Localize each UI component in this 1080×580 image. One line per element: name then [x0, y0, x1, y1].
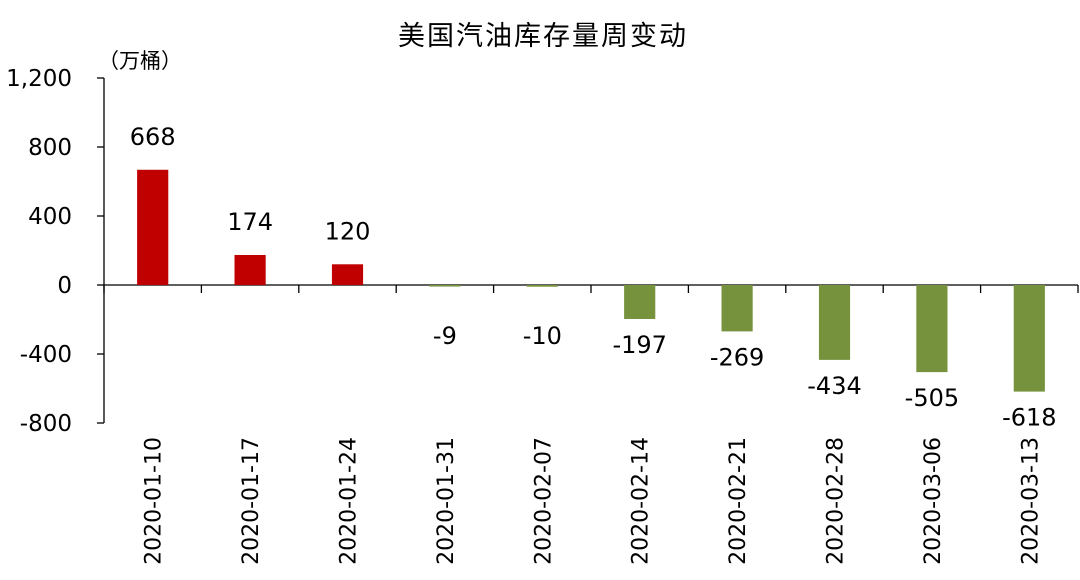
x-tick-label: 2020-01-17	[239, 437, 264, 565]
bar-2020-03-06	[916, 285, 948, 373]
axes	[97, 77, 1079, 424]
bar-2020-03-13	[1013, 285, 1045, 392]
bars	[137, 169, 1045, 392]
x-tick-labels: 2020-01-10 2020-01-17 2020-01-24 2020-01-31…	[142, 437, 1044, 565]
y-tick-label: -400	[20, 342, 72, 368]
data-label: -269	[710, 343, 764, 371]
bar-2020-02-07	[526, 285, 558, 287]
x-tick-label: 2020-01-24	[337, 437, 362, 565]
data-label: -197	[612, 331, 666, 359]
bar-2020-02-14	[624, 285, 656, 319]
y-tick-labels: 1,200 800 400 0 -400 -800	[6, 66, 72, 437]
x-tick-label: 2020-02-07	[531, 437, 556, 565]
x-tick-label: 2020-03-06	[921, 437, 946, 565]
chart-title: 美国汽油库存量周变动	[398, 21, 688, 52]
data-label: 668	[130, 123, 176, 151]
data-labels: 668 174 120 -9 -10 -197 -269 -434 -505 -618	[130, 123, 1057, 432]
data-label: 174	[227, 208, 273, 236]
y-tick-label: 1,200	[6, 66, 72, 92]
x-tick-label: 2020-03-13	[1018, 437, 1043, 565]
bar-2020-01-31	[429, 285, 461, 287]
x-tick-label: 2020-01-31	[434, 437, 459, 565]
y-tick-label: 800	[28, 135, 72, 161]
x-tick-label: 2020-02-21	[726, 437, 751, 565]
y-tick-label: 400	[28, 204, 72, 230]
data-label: -9	[433, 322, 457, 350]
y-unit-label: （万桶）	[98, 49, 182, 73]
bar-2020-02-21	[721, 285, 753, 332]
data-label: -434	[807, 372, 861, 400]
x-tick-label: 2020-01-10	[142, 437, 167, 565]
y-tick-label: -800	[20, 411, 72, 437]
bar-2020-01-10	[137, 169, 169, 285]
bar-2020-02-28	[818, 285, 851, 360]
x-tick-label: 2020-02-14	[629, 437, 654, 565]
y-tick-label: 0	[57, 273, 72, 299]
data-label: -505	[905, 384, 959, 412]
data-label: 120	[325, 217, 371, 245]
bar-2020-01-24	[331, 264, 364, 285]
x-tick-label: 2020-02-28	[824, 437, 849, 565]
data-label: -618	[1002, 404, 1056, 432]
bar-2020-01-17	[234, 254, 266, 285]
data-label: -10	[523, 322, 562, 350]
